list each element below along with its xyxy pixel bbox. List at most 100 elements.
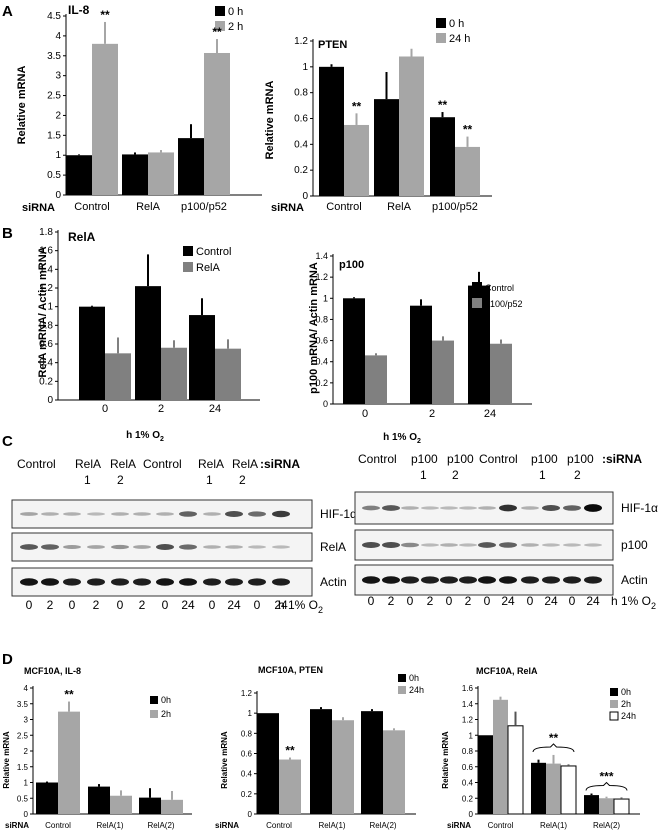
blot-band xyxy=(421,506,439,510)
y-tick-label: 0.2 xyxy=(462,794,474,803)
blot-band xyxy=(156,578,174,586)
panel-label-a: A xyxy=(2,3,13,20)
y-tick-label: 1 xyxy=(24,779,29,788)
blot-band xyxy=(225,545,243,549)
bar xyxy=(343,298,365,404)
lane-hour-label: 2 xyxy=(465,594,472,608)
chart-title: p100 xyxy=(339,259,364,271)
y-tick-label: 1 xyxy=(55,150,61,161)
y-tick-label: 0 xyxy=(302,191,308,202)
bar xyxy=(58,711,80,814)
lane-hour-label: 2 xyxy=(139,598,146,612)
legend-swatch xyxy=(215,21,225,31)
blot-band xyxy=(179,578,197,586)
y-tick-label: 1.6 xyxy=(39,246,53,257)
category-label: Control xyxy=(266,821,292,830)
y-tick-label: 3.5 xyxy=(47,51,61,62)
chart-mcf10a-pten: 0 0.2 0.4 0.6 0.8 1 1.2 MCF10A, PTEN Relative mR… xyxy=(215,665,424,830)
blot-band xyxy=(133,545,151,549)
blot-band xyxy=(87,545,105,549)
bar xyxy=(204,52,230,195)
significance-marker: ** xyxy=(64,688,74,702)
significance-marker: ** xyxy=(100,8,110,22)
bar xyxy=(161,347,187,400)
lane-group-label: RelA xyxy=(75,457,101,471)
chart-title: IL-8 xyxy=(68,3,90,17)
blot-band xyxy=(542,543,560,547)
y-tick-label: 1 xyxy=(47,302,53,313)
lane-group-label: p100 xyxy=(531,452,558,466)
lane-group-label: Control xyxy=(479,452,518,466)
chart-p100-actin: 0 0.2 0.4 0.6 0.8 1 1.2 1.4 p100 p100 mRNA/ Actin… xyxy=(308,251,532,445)
bar xyxy=(468,285,490,404)
y-tick-label: 0.4 xyxy=(462,779,474,788)
significance-bracket xyxy=(585,781,628,791)
legend-swatch xyxy=(609,711,619,721)
y-tick-label: 1 xyxy=(248,709,253,718)
x-axis-label: h 1% O2 xyxy=(383,432,421,445)
bar xyxy=(410,305,432,404)
blot-band xyxy=(421,543,439,547)
blot-band xyxy=(563,543,581,547)
lane-hour-label: 2 xyxy=(427,594,434,608)
y-axis-label: Relative mRNA xyxy=(441,731,450,789)
y-tick-label: 4 xyxy=(55,31,61,42)
blot-band xyxy=(156,544,174,550)
lane-group-number: 2 xyxy=(239,473,246,487)
lane-hour-label: 2 xyxy=(47,598,54,612)
blot-band xyxy=(272,578,290,586)
legend-swatch xyxy=(183,262,193,272)
western-blot-right: Control p100 p100 Control p100 p100:siRNA 1 2 1 2… xyxy=(354,452,658,611)
blot-band xyxy=(401,506,419,510)
blot-band xyxy=(478,576,496,584)
blot-row-label: p100 xyxy=(621,538,648,552)
blot-band xyxy=(382,542,400,548)
lane-group-label: p100 xyxy=(411,452,438,466)
blot-band xyxy=(203,512,221,516)
blot-band xyxy=(584,576,602,584)
blot-row-label: RelA xyxy=(320,540,346,554)
blot-band xyxy=(63,545,81,549)
y-tick-label: 0.8 xyxy=(39,320,53,331)
lane-group-number: 1 xyxy=(420,468,427,482)
hours-unit-text: h 1% O xyxy=(611,594,651,608)
blot-row-label: Actin xyxy=(621,573,648,587)
bar xyxy=(507,725,524,815)
bar xyxy=(332,720,354,814)
blot-band xyxy=(542,576,560,584)
chart-title: MCF10A, PTEN xyxy=(258,665,323,675)
significance-marker: ** xyxy=(285,744,295,758)
lane-group-label: Control xyxy=(17,457,56,471)
bar xyxy=(110,795,132,814)
blot-row-label: HIF-1α xyxy=(320,507,357,521)
lane-group-label: p100 xyxy=(447,452,474,466)
lane-hour-label: 24 xyxy=(501,594,515,608)
y-tick-label: 2 xyxy=(24,747,29,756)
bar xyxy=(490,343,512,404)
legend-swatch xyxy=(436,33,446,43)
category-label: RelA(2) xyxy=(369,821,396,830)
chart-title: MCF10A, IL-8 xyxy=(24,666,81,676)
legend-swatch xyxy=(150,696,158,704)
blot-band xyxy=(521,506,539,510)
lane-hour-label: 24 xyxy=(181,598,195,612)
bar xyxy=(584,795,599,814)
blot-band xyxy=(499,504,517,512)
x-axis-label: h 1% O2 xyxy=(126,430,164,443)
category-label: 0 xyxy=(362,408,368,420)
y-tick-label: 0.5 xyxy=(17,794,29,803)
blot-band xyxy=(111,544,129,550)
category-label: RelA(2) xyxy=(147,821,174,830)
blot-band xyxy=(459,576,477,584)
y-tick-label: 0.6 xyxy=(294,114,308,125)
x-prefix-label: siRNA xyxy=(447,821,471,830)
blot-band xyxy=(272,545,290,549)
lane-hour-label: 0 xyxy=(484,594,491,608)
y-tick-label: 2.5 xyxy=(47,91,61,102)
blot-band xyxy=(41,512,59,516)
y-tick-label: 0 xyxy=(323,399,328,409)
y-tick-label: 2.5 xyxy=(17,731,29,740)
legend-label: 24h xyxy=(409,685,424,695)
blot-band xyxy=(41,578,59,586)
bar xyxy=(66,155,92,195)
